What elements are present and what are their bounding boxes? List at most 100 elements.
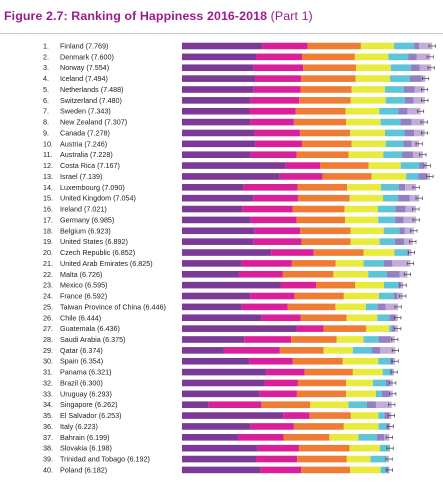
bar-segment [182,368,267,376]
bar-segment [304,368,353,376]
bar-segment [279,347,324,354]
rank-label: 19. [43,237,53,246]
bar-segment [346,314,378,322]
bar-segment [380,118,401,126]
country-label: Panama (6.321) [60,368,112,377]
bar-segment [411,140,420,148]
bar-segment [261,314,301,322]
country-label: Guatemala (6.436) [60,324,120,333]
country-label: Slovakia (6.198) [60,444,112,453]
bar-segment [411,118,425,126]
bar-segment [250,292,295,300]
bar-segment [182,325,297,332]
bar-segment [370,455,387,463]
rank-label: 7. [43,107,49,116]
country-label: Poland (6.182) [60,465,107,474]
country-label: Norway (7.554) [60,63,109,72]
bar-segment [242,205,293,213]
country-label: United States (6.892) [60,237,128,246]
country-label: Switzerland (7.480) [60,96,122,105]
country-label: Germany (6.985) [60,215,114,224]
rank-label: 11. [43,150,52,159]
chart-row: 17. Germany (6.985) [43,215,420,224]
bar-segment [301,140,352,148]
bar-segment [405,205,416,213]
chart-row: 11. Australia (7.228) [43,150,427,159]
chart-row: 18. Belgium (6.923) [43,226,418,235]
bar-segment [254,227,301,235]
bar-segment [399,227,405,235]
rank-label: 30. [43,357,53,366]
bar-segment [363,336,379,343]
bar-segment [405,184,417,191]
bar-segment [182,64,254,72]
bar-segment [250,118,294,126]
bar-segment [376,434,385,441]
bar-segment [385,97,405,104]
bar-segment [280,281,317,289]
bar-segment [348,401,367,409]
country-label: Brazil (6.300) [60,378,103,387]
bar-segment [366,325,390,332]
bar-segment [182,42,263,50]
bar-segment [256,53,303,61]
bar-segment [343,423,379,430]
bar-segment [182,390,260,398]
bar-segment [297,184,348,191]
bar-segment [363,260,384,267]
bar-segment [413,97,425,104]
bar-segment [296,151,349,158]
bar-segment [383,260,393,267]
bar-segment [182,107,249,115]
bar-segment [344,205,378,213]
country-label: El Salvador (6.253) [60,411,122,420]
country-label: Malta (6.726) [60,270,102,279]
bar-segment [352,347,372,354]
chart-row: 2. Denmark (7.600) [43,52,434,61]
bar-segment [182,412,284,419]
bar-segment [400,118,412,126]
country-label: France (6.592) [60,292,107,301]
bar-segment [375,401,392,409]
bar-segment [182,129,255,137]
bar-segment [366,401,376,409]
bar-segment [241,260,292,267]
bar-segment [377,205,396,213]
bar-segment [350,227,384,235]
bar-segment [253,194,298,202]
bar-segment [378,423,387,430]
bar-segment [336,336,364,343]
rank-label: 32. [43,378,53,387]
bar-segment [253,238,302,245]
bar-segment [300,314,347,322]
chart-row: 25. Taiwan Province of China (6.446) [43,302,402,311]
bar-segment [223,347,280,354]
rank-label: 9. [43,128,49,137]
bar-segment [279,173,323,180]
bar-segment [371,347,380,354]
country-label: Iceland (7.494) [60,74,108,83]
chart-row: 31. Panama (6.321) [43,368,398,377]
chart-row: 33. Uruguay (6.293) [43,389,397,398]
bar-segment [253,86,301,93]
bar-segment [285,162,321,169]
rank-label: 34. [43,400,53,409]
bar-segment [238,270,283,278]
bar-segment [297,379,347,387]
bar-segment [250,151,297,158]
chart-row: 27. Guatemala (6.436) [43,324,402,333]
bar-segment [182,162,286,169]
chart-row: 28. Saudi Arabia (6.375) [43,335,399,344]
bar-segment [398,107,408,115]
rank-label: 5. [43,85,49,94]
chart-row: 38. Slovakia (6.198) [43,444,394,453]
bar-segment [182,379,265,387]
chart-row: 16. Ireland (7.021) [43,205,420,214]
chart-row: 1. Finland (7.769) [43,42,436,51]
bar-segment [307,42,361,50]
bar-segment [182,455,257,463]
bar-segment [385,86,404,93]
bar-segment [291,260,336,267]
bar-segment [249,107,296,115]
